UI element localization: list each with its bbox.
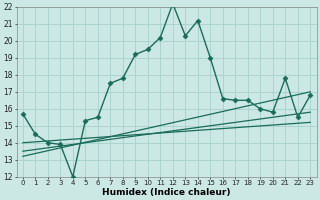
X-axis label: Humidex (Indice chaleur): Humidex (Indice chaleur)	[102, 188, 231, 197]
